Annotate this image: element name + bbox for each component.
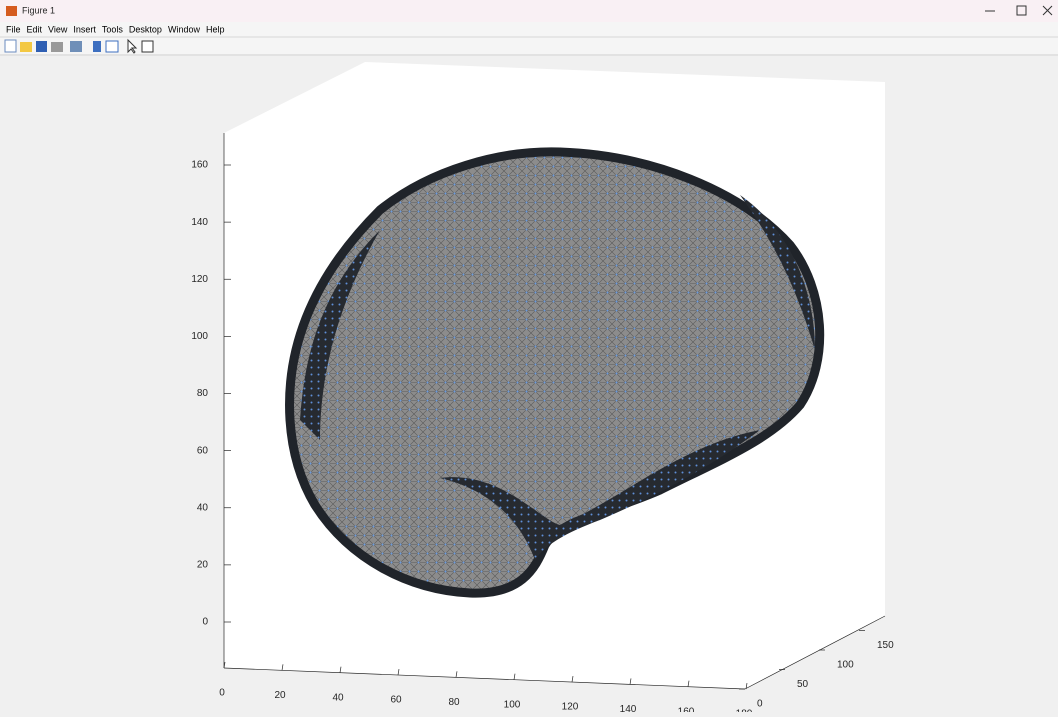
menu-item[interactable]: Tools	[102, 24, 124, 34]
z-tick-label: 20	[197, 560, 209, 571]
x-tick-label: 100	[504, 699, 521, 710]
menu-item[interactable]: File	[6, 24, 21, 34]
menu-item[interactable]: Window	[168, 24, 201, 34]
x-tick-label: 0	[219, 688, 225, 699]
z-tick-label: 100	[191, 331, 208, 342]
menu-item[interactable]: Edit	[27, 24, 43, 34]
z-tick-label: 140	[191, 217, 208, 228]
z-tick-label: 60	[197, 445, 209, 456]
menu-item[interactable]: Help	[206, 24, 225, 34]
menu-item[interactable]: View	[48, 24, 68, 34]
x-tick-label: 60	[390, 695, 402, 706]
menu-item[interactable]: Desktop	[129, 24, 162, 34]
z-tick-label: 120	[191, 274, 208, 285]
x-tick-label: 140	[620, 704, 637, 712]
menu-item[interactable]: Insert	[73, 24, 96, 34]
figure-window: Figure 1 File Edit View Insert Tools Desktop W…	[0, 0, 1058, 712]
y-tick-label: 150	[877, 640, 894, 651]
y-tick-label: 100	[837, 660, 854, 671]
app-icon	[6, 6, 17, 16]
y-tick-label: 50	[797, 679, 809, 690]
colorbar-icon[interactable]	[93, 41, 101, 52]
x-tick-label: 80	[448, 697, 460, 708]
zoom-icon[interactable]	[70, 41, 82, 52]
open-icon[interactable]	[20, 42, 32, 52]
y-tick-label: 0	[757, 699, 763, 710]
z-tick-label: 0	[202, 617, 208, 628]
title-bar	[0, 0, 1058, 22]
save-icon[interactable]	[36, 41, 47, 52]
new-icon[interactable]	[5, 40, 16, 52]
x-tick-label: 40	[332, 692, 344, 703]
x-tick-label: 20	[274, 690, 286, 701]
x-tick-label: 160	[678, 706, 695, 712]
print-icon[interactable]	[51, 42, 63, 52]
z-tick-label: 160	[191, 160, 208, 171]
window-title: Figure 1	[22, 5, 55, 15]
z-tick-label: 80	[197, 388, 209, 399]
x-tick-label: 120	[562, 702, 579, 712]
z-tick-label: 40	[197, 502, 209, 513]
property-icon[interactable]	[142, 41, 153, 52]
legend-icon[interactable]	[106, 41, 118, 52]
